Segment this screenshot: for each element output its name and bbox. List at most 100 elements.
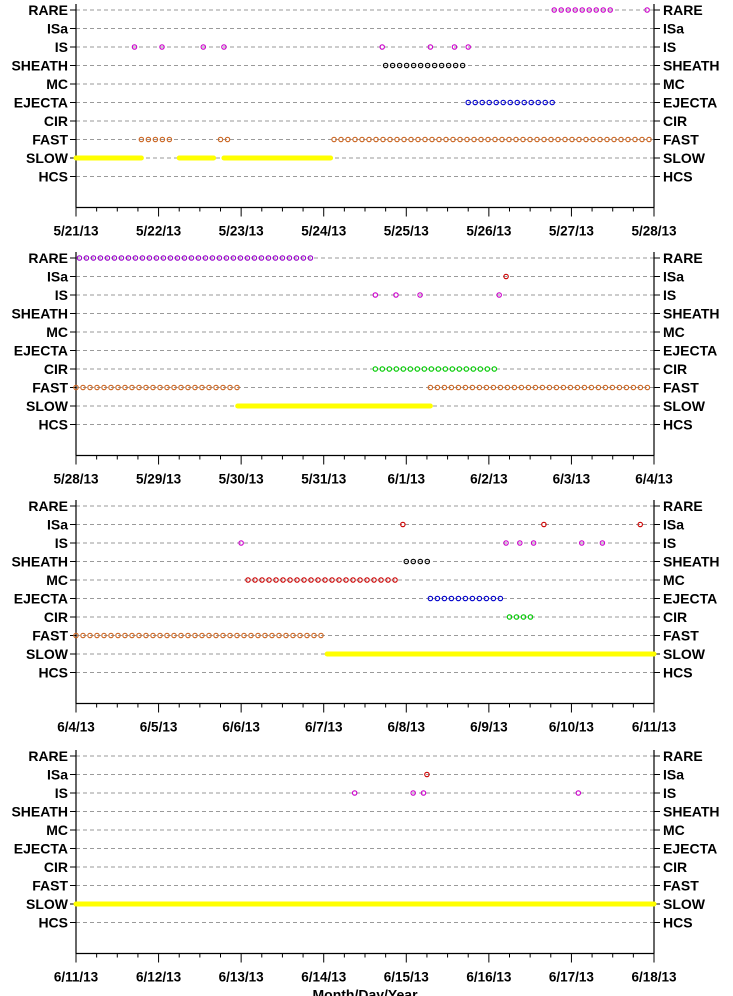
data-point-ejecta [441,595,448,602]
data-point-rare [125,255,132,261]
category-label-left: SHEATH [11,554,68,570]
data-point-sheath [403,558,410,565]
category-label-left: EJECTA [14,591,68,607]
data-point-fast [548,136,554,143]
x-tick-label: 6/4/13 [635,472,673,487]
data-point-is [159,44,165,50]
data-point-rare [223,255,230,261]
data-point-fast [108,632,114,639]
x-tick-label: 6/5/13 [140,720,178,735]
category-label-right: ISa [663,21,684,37]
data-point-sheath [459,62,466,69]
data-point-ejecta [427,595,434,602]
data-point-fast [224,136,231,143]
data-point-fast [434,384,441,391]
category-label-left: SLOW [26,398,69,414]
data-point-fast [616,384,623,391]
data-point-fast [448,384,455,391]
data-point-rare [111,255,118,261]
data-point-sheath [417,558,424,565]
category-label-right: MC [663,324,685,340]
data-point-is [575,790,582,796]
category-label-left: ISa [47,517,68,533]
data-point-fast [534,136,540,143]
data-point-fast [518,384,525,391]
x-tick-label: 6/12/13 [136,970,182,985]
category-label-right: SHEATH [663,58,720,74]
data-point-ejecta [500,99,506,106]
data-point-fast [345,136,351,143]
data-point-fast [213,632,219,639]
category-label-left: SLOW [26,896,69,912]
data-point-fast [469,384,476,391]
data-point-fast [150,632,156,639]
data-point-ejecta [472,99,478,106]
category-label-left: FAST [32,878,68,894]
data-point-fast [387,136,393,143]
data-point-cir [414,366,421,372]
category-label-right: RARE [663,748,703,764]
data-point-ejecta [448,595,455,602]
data-point-is [517,540,523,546]
data-point-ejecta [476,595,483,602]
data-point-fast [213,384,219,391]
data-point-fast [108,384,114,391]
data-point-cir [372,366,379,372]
data-point-fast [427,384,434,391]
data-point-fast [471,136,477,143]
data-point-fast [304,632,310,639]
category-label-right: EJECTA [663,591,717,607]
x-tick-label: 5/29/13 [136,472,182,487]
category-label-left: CIR [44,361,68,377]
category-label-right: MC [663,822,685,838]
category-label-right: IS [663,39,676,55]
data-point-fast [164,384,170,391]
data-point-fast [443,136,449,143]
data-point-cir [386,366,393,372]
data-point-cir [393,366,400,372]
data-point-rare [90,255,97,261]
data-point-sheath [431,62,438,69]
data-point-mc [357,577,363,583]
x-tick-label: 6/17/13 [549,970,595,985]
category-label-right: EJECTA [663,95,717,111]
data-point-fast [255,632,261,639]
data-point-fast [401,136,407,143]
data-point-fast [138,136,145,143]
data-point-fast [532,384,539,391]
data-point-ejecta [434,595,441,602]
data-point-fast [546,384,553,391]
category-label-right: ISa [663,269,684,285]
data-point-fast [227,632,233,639]
category-label-right: MC [663,76,685,92]
category-label-right: CIR [663,113,687,129]
data-point-fast [499,136,505,143]
data-point-fast [639,136,645,143]
data-point-fast [476,384,483,391]
data-point-fast [87,384,93,391]
data-point-fast [115,384,121,391]
x-tick-label: 6/11/13 [632,720,677,735]
category-label-left: ISa [47,269,68,285]
data-point-isa [503,273,509,280]
data-point-cir [527,614,534,620]
data-point-sheath [452,62,459,69]
data-point-fast [234,632,240,639]
category-label-right: RARE [663,250,703,266]
data-point-fast [101,632,107,639]
x-tick-label: 5/26/13 [466,224,512,239]
category-label-left: IS [55,535,68,551]
data-point-fast [590,136,596,143]
category-label-left: SHEATH [11,804,68,820]
data-point-fast [192,632,198,639]
data-point-fast [283,632,289,639]
x-tick-label: 6/15/13 [384,970,430,985]
data-point-fast [152,136,159,143]
data-point-sheath [396,62,403,69]
data-point-ejecta [521,99,527,106]
data-point-mc [364,577,370,583]
category-label-right: FAST [663,132,699,148]
data-point-rare [216,255,223,261]
data-point-fast [604,136,610,143]
x-tick-label: 6/13/13 [219,970,265,985]
